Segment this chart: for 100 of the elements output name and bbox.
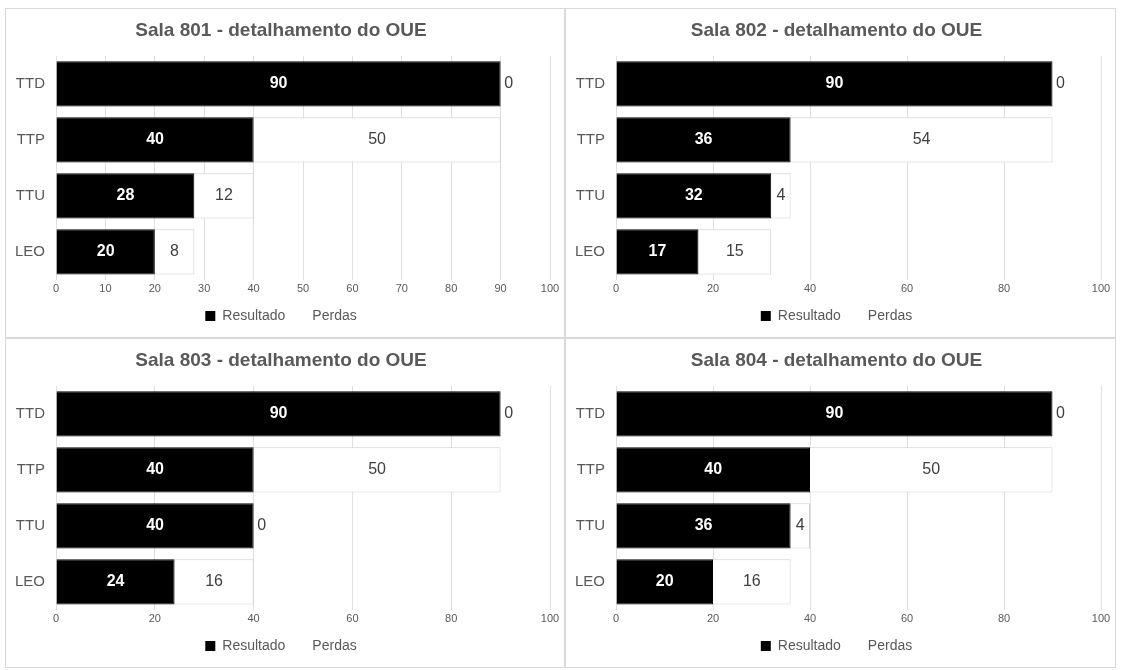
x-tick-label: 10 bbox=[99, 282, 112, 295]
text: Perdas bbox=[867, 636, 913, 653]
y-tick-label: LEO bbox=[15, 241, 46, 259]
x-tick-label: 40 bbox=[803, 612, 817, 625]
data-label: 28 bbox=[116, 186, 135, 204]
y-tick-label: TTP bbox=[16, 459, 46, 477]
x-tick-label: 90 bbox=[494, 282, 507, 295]
bar bbox=[616, 173, 772, 219]
data-label: 90 bbox=[269, 74, 288, 92]
bar bbox=[616, 229, 699, 275]
bar bbox=[56, 447, 254, 493]
data-label: 50 bbox=[368, 130, 387, 148]
bar bbox=[616, 61, 1053, 107]
y-tick-label: TTD bbox=[575, 73, 606, 91]
data-label: 0 bbox=[257, 516, 267, 534]
x-tick-label: 80 bbox=[997, 612, 1011, 625]
bar bbox=[56, 117, 254, 163]
data-label: 0 bbox=[1056, 74, 1066, 92]
x-tick-label: 40 bbox=[803, 282, 817, 295]
data-label: 40 bbox=[704, 460, 723, 478]
x-tick-label: 40 bbox=[247, 612, 260, 625]
x-tick-label: 80 bbox=[445, 282, 458, 295]
bar bbox=[56, 559, 175, 605]
data-label: 8 bbox=[170, 242, 180, 260]
y-tick-label: TTD bbox=[15, 403, 46, 421]
bar bbox=[616, 559, 714, 605]
x-tick-label: 50 bbox=[296, 282, 310, 295]
data-label: 16 bbox=[205, 572, 224, 590]
data-label: 40 bbox=[146, 130, 165, 148]
chart-title: Sala 802 - detalhamento do OUE bbox=[690, 18, 983, 40]
x-tick-label: 60 bbox=[346, 282, 359, 295]
y-tick-label: LEO bbox=[575, 571, 606, 589]
y-tick-label: TTU bbox=[575, 515, 606, 533]
y-tick-label: TTD bbox=[575, 403, 606, 421]
y-tick-label: TTU bbox=[15, 515, 46, 533]
bar bbox=[56, 503, 254, 549]
x-tick-label: 80 bbox=[445, 612, 458, 625]
data-label: 90 bbox=[825, 74, 844, 92]
x-tick-label: 40 bbox=[247, 282, 260, 295]
x-tick-label: 60 bbox=[346, 612, 359, 625]
x-tick-label: 70 bbox=[395, 282, 408, 295]
data-label: 12 bbox=[215, 186, 233, 204]
bar bbox=[616, 117, 791, 163]
x-tick-label: 100 bbox=[1091, 282, 1111, 295]
data-label: 50 bbox=[922, 460, 941, 478]
x-tick-label: 0 bbox=[52, 282, 60, 295]
x-tick-label: 60 bbox=[900, 282, 914, 295]
legend-label: Resultado bbox=[222, 636, 286, 653]
x-tick-label: 100 bbox=[540, 612, 560, 625]
y-tick-label: TTP bbox=[16, 129, 46, 147]
x-tick-label: 100 bbox=[540, 282, 560, 295]
data-label: 50 bbox=[368, 460, 387, 478]
data-label: 54 bbox=[912, 130, 931, 148]
data-label: 90 bbox=[825, 404, 844, 422]
data-label: 20 bbox=[655, 572, 674, 590]
data-label: 0 bbox=[1056, 404, 1066, 422]
data-label: 16 bbox=[742, 572, 761, 590]
text: Perdas bbox=[867, 306, 913, 323]
chart-title: Sala 804 - detalhamento do OUE bbox=[690, 348, 983, 370]
chart-title: Sala 803 - detalhamento do OUE bbox=[135, 348, 427, 370]
legend-label: Resultado bbox=[777, 306, 842, 323]
bar bbox=[56, 391, 501, 437]
data-label: 15 bbox=[725, 242, 744, 260]
y-tick-label: TTU bbox=[575, 185, 606, 203]
x-tick-label: 0 bbox=[612, 612, 620, 625]
data-label: 40 bbox=[146, 460, 165, 478]
x-tick-label: 20 bbox=[148, 282, 161, 295]
y-tick-label: TTP bbox=[576, 129, 606, 147]
data-label: 17 bbox=[648, 242, 667, 260]
data-label: 32 bbox=[684, 186, 703, 204]
x-tick-label: 0 bbox=[612, 282, 620, 295]
x-tick-label: 60 bbox=[900, 612, 914, 625]
x-tick-label: 0 bbox=[52, 612, 60, 625]
bar bbox=[616, 447, 811, 493]
x-tick-label: 30 bbox=[198, 282, 211, 295]
data-label: 36 bbox=[694, 516, 713, 534]
data-label: 4 bbox=[795, 516, 805, 534]
x-tick-label: 100 bbox=[1091, 612, 1111, 625]
y-tick-label: TTD bbox=[15, 73, 46, 91]
x-tick-label: 80 bbox=[997, 282, 1011, 295]
data-label: 4 bbox=[776, 186, 786, 204]
legend-label: Resultado bbox=[777, 636, 842, 653]
data-label: 90 bbox=[269, 404, 288, 422]
chart-title: Sala 801 - detalhamento do OUE bbox=[135, 18, 427, 40]
bar bbox=[56, 61, 501, 107]
x-tick-label: 20 bbox=[148, 612, 161, 625]
text: Perdas bbox=[312, 636, 357, 653]
bar bbox=[56, 229, 155, 275]
data-label: 36 bbox=[694, 130, 713, 148]
data-label: 0 bbox=[504, 404, 514, 422]
data-label: 0 bbox=[504, 74, 514, 92]
bar bbox=[616, 391, 1053, 437]
y-tick-label: TTP bbox=[576, 459, 606, 477]
y-tick-label: TTU bbox=[15, 185, 46, 203]
x-tick-label: 20 bbox=[706, 282, 720, 295]
text: Perdas bbox=[312, 306, 357, 323]
legend-label: Resultado bbox=[222, 306, 286, 323]
data-label: 24 bbox=[106, 572, 125, 590]
y-tick-label: LEO bbox=[15, 571, 46, 589]
y-tick-label: LEO bbox=[575, 241, 606, 259]
